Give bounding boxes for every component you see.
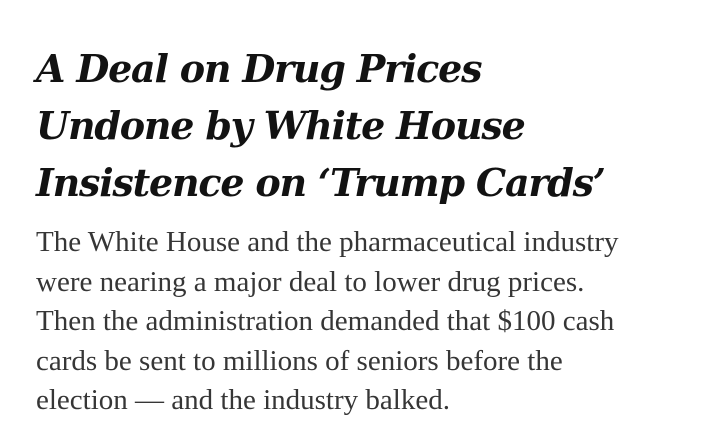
- article-block[interactable]: A Deal on Drug Prices Undone by White Ho…: [36, 40, 696, 421]
- article-summary: The White House and the pharmaceutical i…: [36, 226, 619, 416]
- article-headline[interactable]: A Deal on Drug Prices Undone by White Ho…: [36, 46, 606, 205]
